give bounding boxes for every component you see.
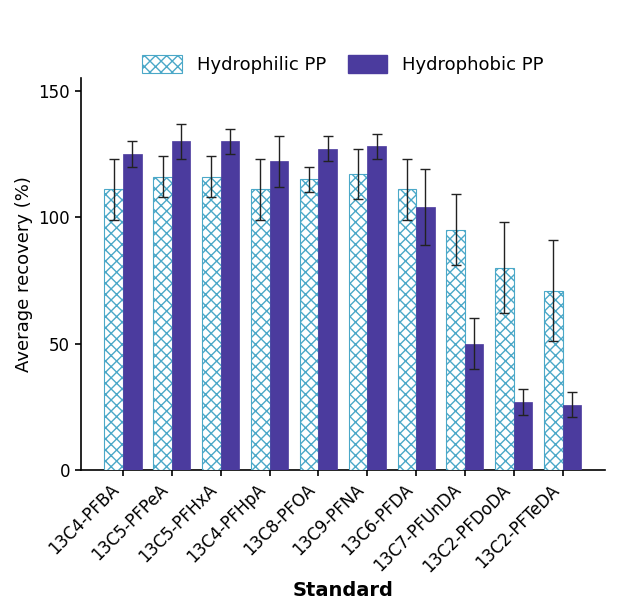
Bar <box>153 177 172 470</box>
Bar <box>562 405 581 470</box>
Y-axis label: Average recovery (%): Average recovery (%) <box>15 177 33 372</box>
Bar <box>270 162 288 470</box>
Bar <box>495 268 514 470</box>
Bar <box>221 141 239 470</box>
Bar <box>544 291 562 470</box>
Bar <box>465 344 484 470</box>
Bar <box>514 402 533 470</box>
Bar <box>202 177 221 470</box>
Bar <box>251 189 270 470</box>
Bar <box>397 189 416 470</box>
Bar <box>172 141 190 470</box>
X-axis label: Standard: Standard <box>293 581 393 600</box>
Legend: Hydrophilic PP, Hydrophobic PP: Hydrophilic PP, Hydrophobic PP <box>135 48 551 82</box>
Bar <box>300 179 319 470</box>
Bar <box>123 154 141 470</box>
Bar <box>104 189 123 470</box>
Bar <box>446 230 465 470</box>
Bar <box>319 149 337 470</box>
Bar <box>416 207 435 470</box>
Bar <box>367 146 386 470</box>
Bar <box>348 174 367 470</box>
